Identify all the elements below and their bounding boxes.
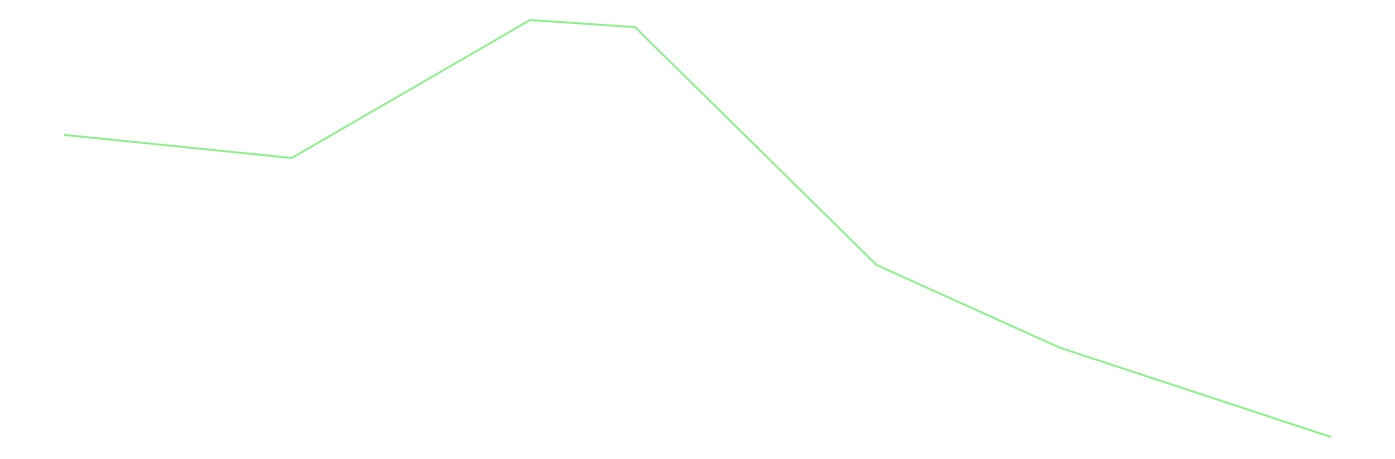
series-layer <box>63 19 1332 438</box>
series-line-0 <box>63 19 1332 438</box>
